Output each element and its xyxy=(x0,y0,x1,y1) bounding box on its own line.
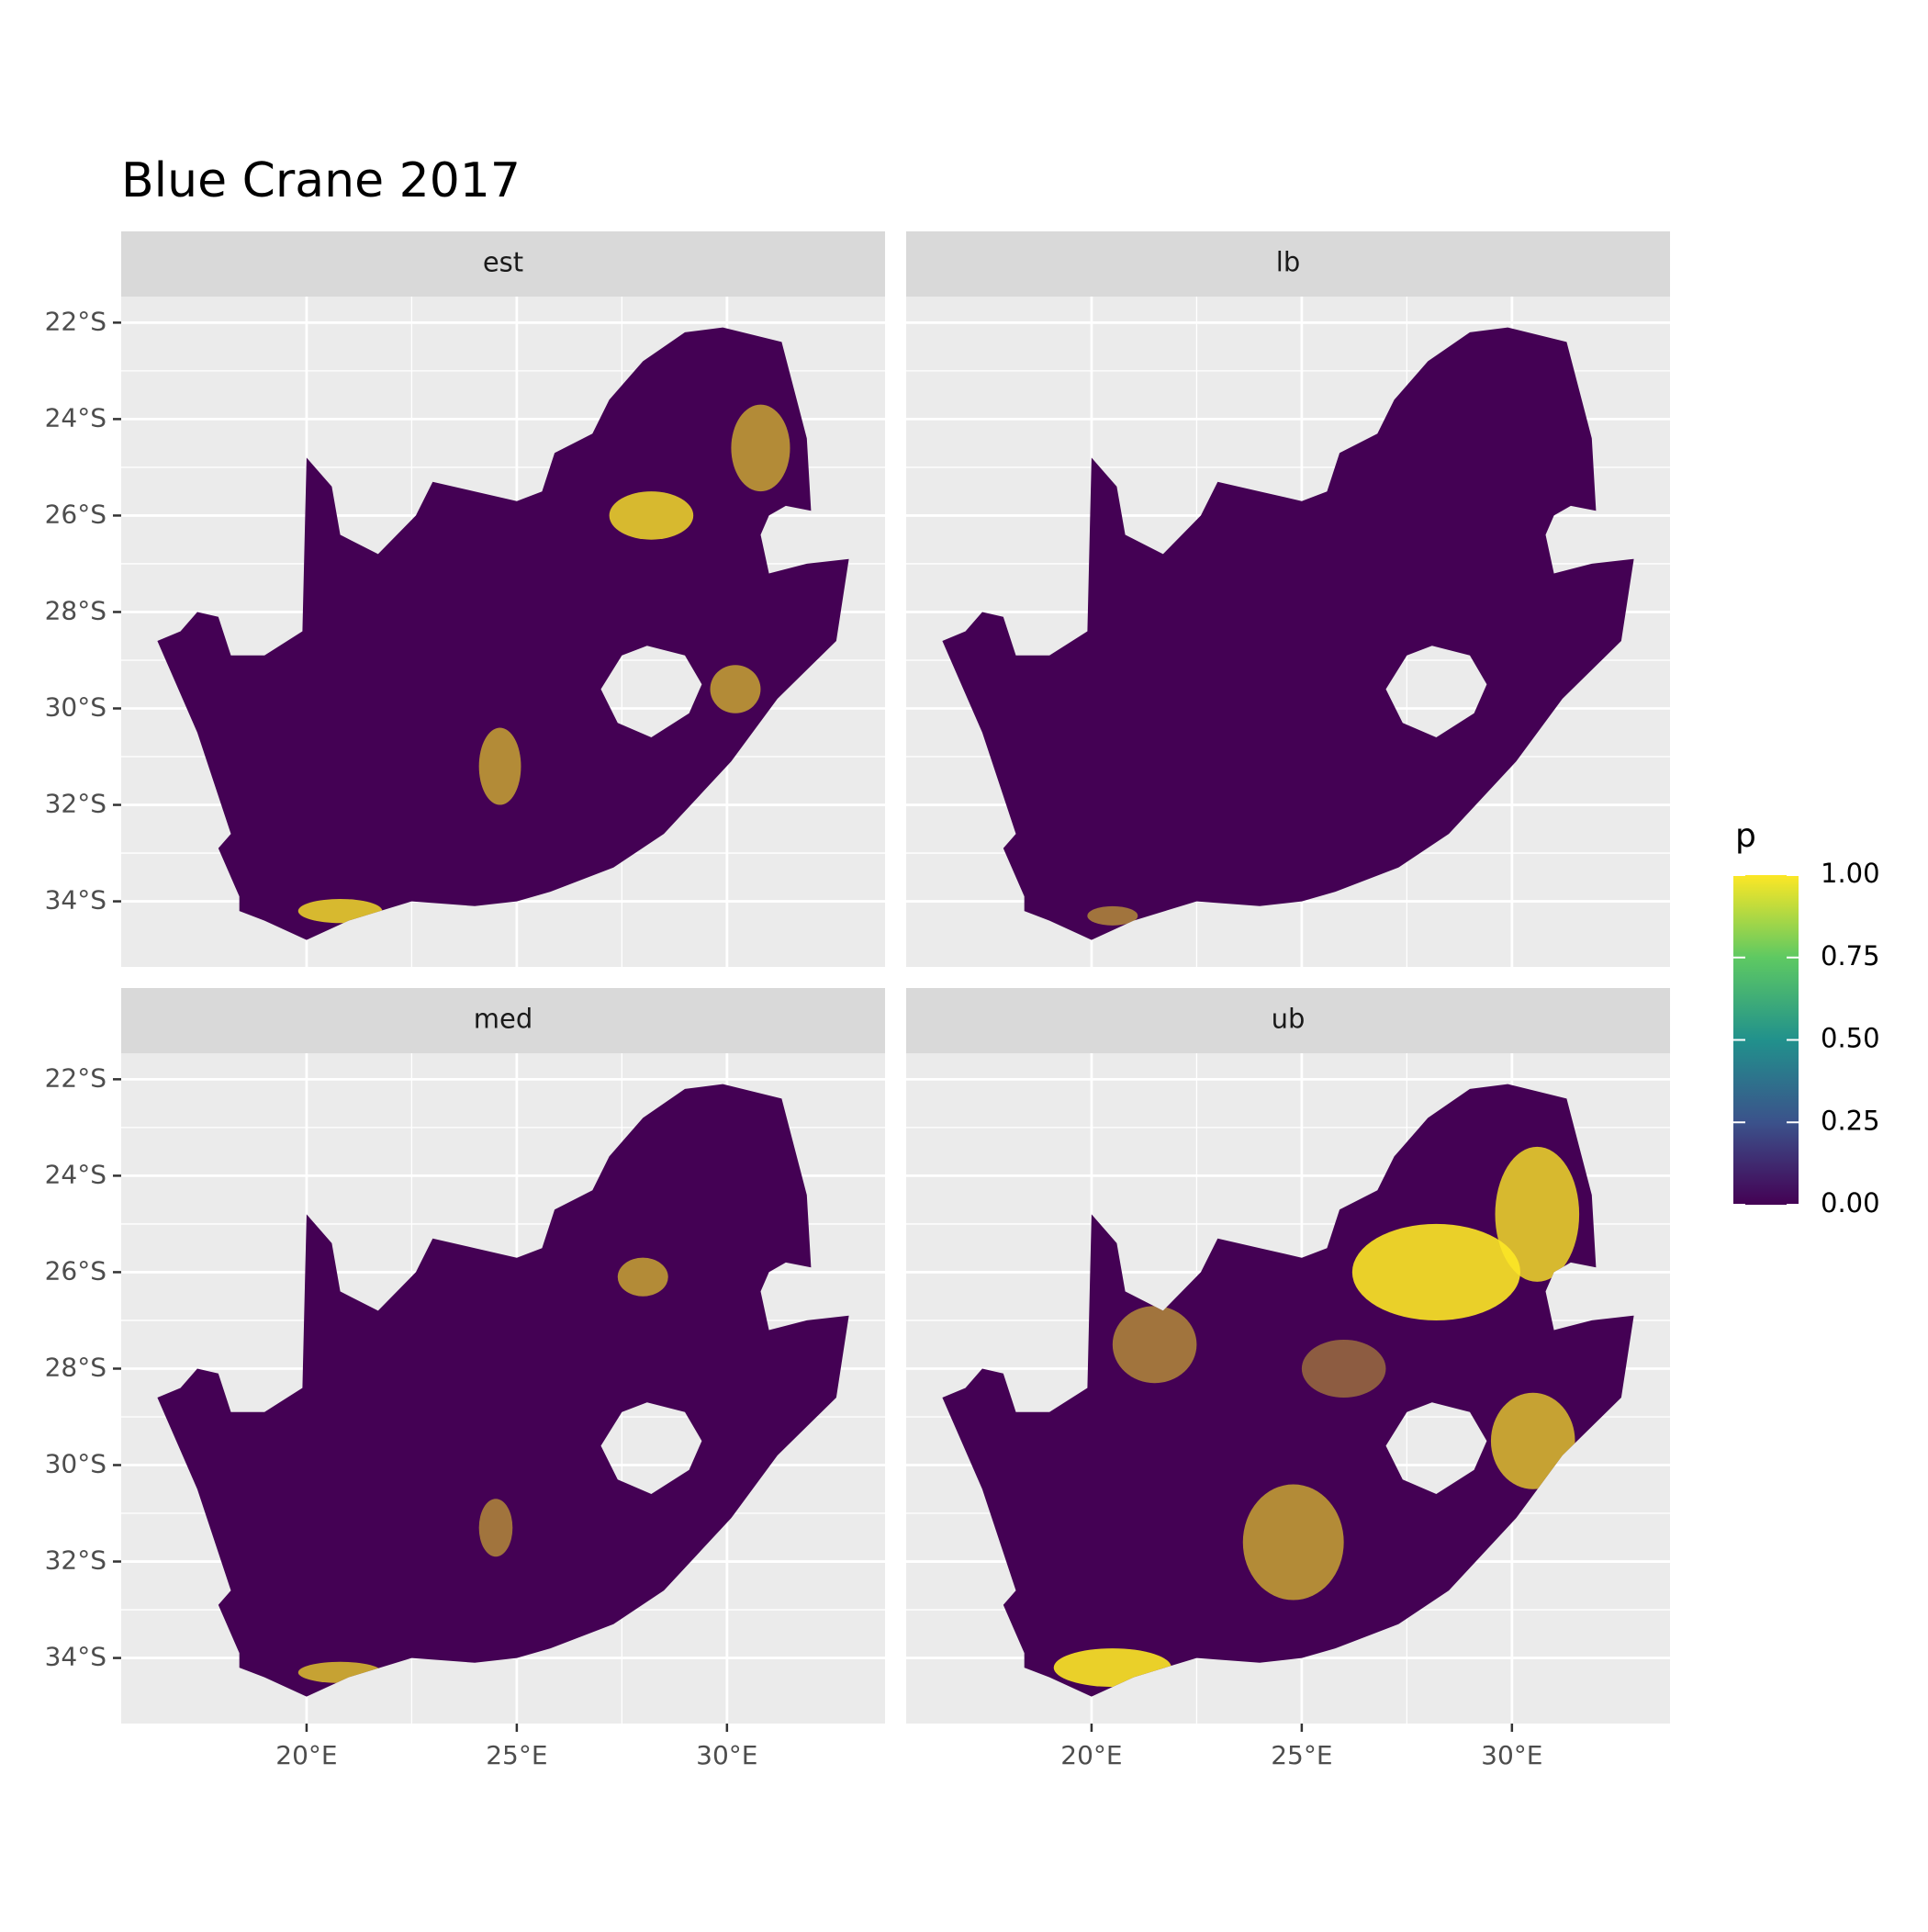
y-tick-label: 28°S xyxy=(45,595,106,625)
hotspot-decoration xyxy=(617,1257,668,1297)
x-tick-label: 20°E xyxy=(1060,1740,1122,1770)
y-tick-label: 34°S xyxy=(45,885,106,915)
hotspots xyxy=(1053,1146,1580,1688)
y-tick-label: 32°S xyxy=(45,1545,106,1576)
hotspot-decoration xyxy=(1351,1223,1520,1320)
y-tick-label: 24°S xyxy=(45,402,106,432)
hotspot-decoration xyxy=(731,404,790,492)
hotspots xyxy=(297,404,790,924)
chart-title: Blue Crane 2017 xyxy=(121,153,521,208)
y-tick-label: 26°S xyxy=(45,1255,106,1286)
facet-strip xyxy=(121,988,885,1053)
facet-strip xyxy=(906,231,1670,297)
hotspot-decoration xyxy=(1495,1146,1580,1282)
hotspot-decoration xyxy=(710,665,761,713)
facet-label: ub xyxy=(1272,1004,1306,1035)
x-tick-label: 30°E xyxy=(696,1740,757,1770)
y-tick-label: 24°S xyxy=(45,1159,106,1189)
y-tick-label: 28°S xyxy=(45,1352,106,1382)
y-tick-label: 34°S xyxy=(45,1642,106,1672)
legend-tick-label: 0.75 xyxy=(1821,940,1880,972)
country-raster xyxy=(157,1084,849,1697)
x-tick-label: 20°E xyxy=(275,1740,337,1770)
hotspot-decoration xyxy=(478,727,521,805)
legend-tick-label: 0.00 xyxy=(1821,1187,1880,1219)
y-tick-label: 30°S xyxy=(45,692,106,723)
country-raster xyxy=(942,327,1634,940)
hotspot-decoration xyxy=(1087,905,1138,926)
legend-tick-label: 0.50 xyxy=(1821,1023,1880,1054)
facet-label: med xyxy=(474,1004,533,1035)
facet-label: lb xyxy=(1276,247,1300,278)
facet-strip xyxy=(906,988,1670,1053)
hotspot-decoration xyxy=(1242,1484,1344,1601)
hotspots xyxy=(1087,905,1138,926)
hotspot-decoration xyxy=(1490,1392,1575,1489)
x-tick-label: 25°E xyxy=(1271,1740,1332,1770)
legend-tick-label: 0.25 xyxy=(1821,1105,1880,1136)
hotspot-decoration xyxy=(1301,1339,1386,1398)
facet-strip xyxy=(121,231,885,297)
x-tick-label: 25°E xyxy=(486,1740,547,1770)
legend-tick-label: 1.00 xyxy=(1821,858,1880,889)
y-tick-label: 32°S xyxy=(45,789,106,819)
hotspot-decoration xyxy=(478,1499,513,1557)
facet-label: est xyxy=(483,247,523,278)
x-tick-label: 30°E xyxy=(1481,1740,1542,1770)
legend-title: p xyxy=(1735,817,1756,855)
hotspot-decoration xyxy=(609,491,694,540)
y-tick-label: 22°S xyxy=(45,1062,106,1093)
hotspot-decoration xyxy=(1112,1306,1197,1384)
y-tick-label: 30°S xyxy=(45,1449,106,1479)
country-raster xyxy=(157,327,849,940)
y-tick-label: 26°S xyxy=(45,499,106,529)
y-tick-label: 22°S xyxy=(45,306,106,336)
